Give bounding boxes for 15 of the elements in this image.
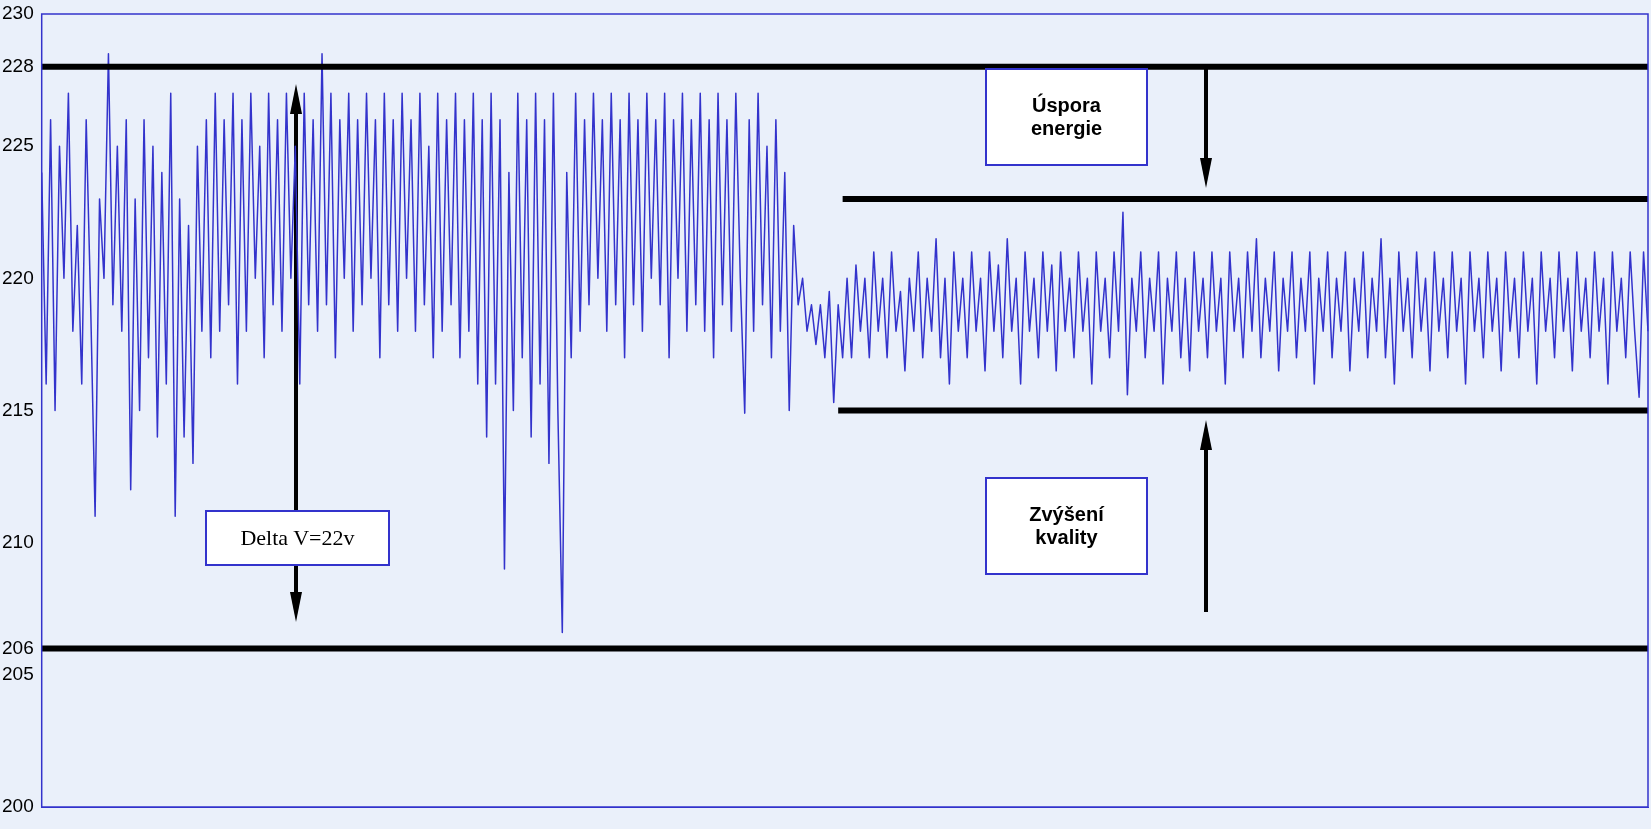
y-tick-label: 200 (2, 795, 34, 817)
annotation: Úspora energie (1029, 94, 1104, 140)
y-tick-label: 228 (2, 55, 34, 77)
y-tick-label: 206 (2, 636, 34, 658)
y-tick-label: 210 (2, 530, 34, 552)
y-tick-label: 225 (2, 134, 34, 156)
y-tick-label: 220 (2, 266, 34, 288)
y-tick-label: 215 (2, 398, 34, 420)
text-box: Zvýšení kvality (985, 477, 1148, 575)
text-box: Delta V=22v (205, 510, 390, 566)
text-box: Úspora energie (985, 68, 1148, 166)
y-tick-label: 205 (2, 663, 34, 685)
annotation: Zvýšení kvality (1028, 503, 1106, 549)
y-tick-label: 230 (2, 2, 34, 24)
annotation: Delta V=22v (240, 525, 355, 551)
